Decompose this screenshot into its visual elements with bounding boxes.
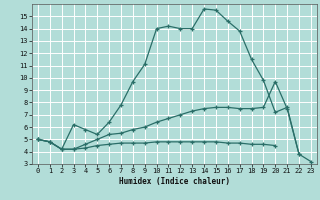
X-axis label: Humidex (Indice chaleur): Humidex (Indice chaleur) — [119, 177, 230, 186]
